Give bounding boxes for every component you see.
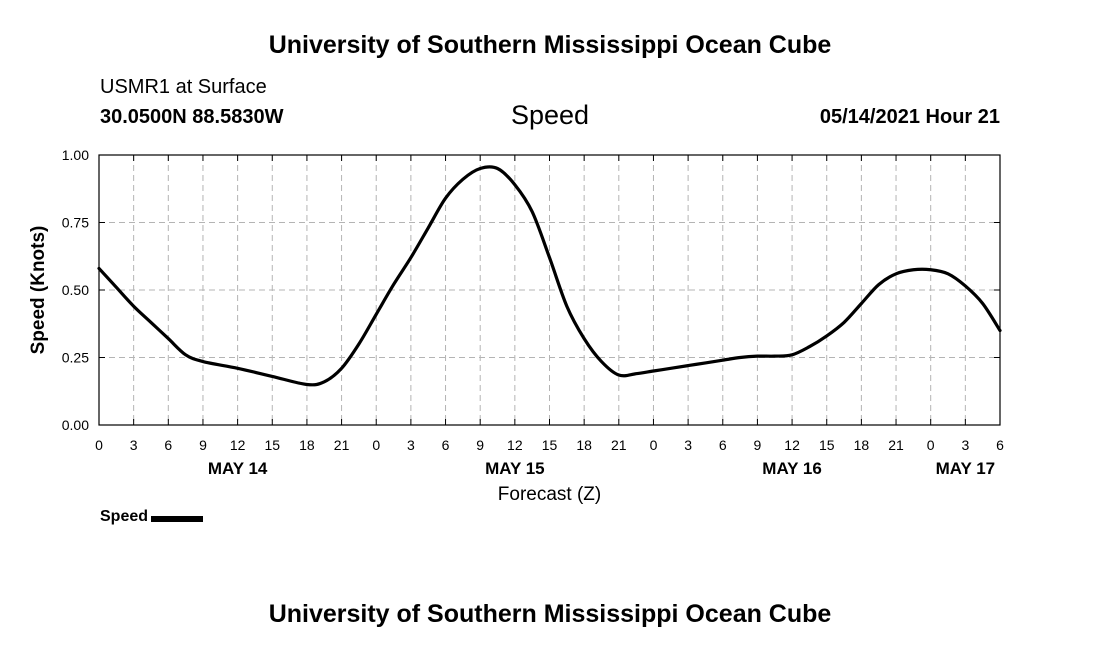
x-tick-label: 6 xyxy=(164,437,172,453)
day-label: MAY 17 xyxy=(936,459,996,478)
x-tick-label: 6 xyxy=(996,437,1004,453)
x-tick-label: 21 xyxy=(888,437,904,453)
x-tick-label: 12 xyxy=(507,437,523,453)
page-title-top: University of Southern Mississippi Ocean… xyxy=(268,31,832,59)
day-label: MAY 14 xyxy=(208,459,268,478)
x-tick-label: 18 xyxy=(299,437,315,453)
y-tick-label: 0.00 xyxy=(62,417,89,433)
x-tick-label: 9 xyxy=(754,437,762,453)
x-tick-label: 3 xyxy=(684,437,692,453)
x-tick-label: 12 xyxy=(784,437,800,453)
x-tick-label: 3 xyxy=(130,437,138,453)
day-label: MAY 16 xyxy=(762,459,822,478)
station-coordinates: 30.0500N 88.5830W xyxy=(100,106,284,128)
chart-title: Speed xyxy=(510,100,590,130)
x-tick-label: 0 xyxy=(650,437,658,453)
series-line-speed xyxy=(97,165,1002,387)
station-name: USMR1 at Surface xyxy=(100,76,267,98)
x-tick-label: 15 xyxy=(542,437,558,453)
x-tick-label: 0 xyxy=(927,437,935,453)
x-tick-label: 15 xyxy=(819,437,835,453)
x-tick-label: 12 xyxy=(230,437,246,453)
x-tick-label: 6 xyxy=(442,437,450,453)
x-tick-label: 6 xyxy=(719,437,727,453)
x-tick-label: 21 xyxy=(334,437,350,453)
legend-swatch-speed xyxy=(151,515,204,522)
x-tick-label: 15 xyxy=(264,437,280,453)
x-tick-label: 9 xyxy=(199,437,207,453)
chart-legend: Speed xyxy=(100,508,204,526)
x-axis-label: Forecast (Z) xyxy=(498,484,601,505)
x-tick-label: 9 xyxy=(476,437,484,453)
x-tick-label: 3 xyxy=(407,437,415,453)
x-tick-label: 18 xyxy=(854,437,870,453)
y-axis-label: Speed (Knots) xyxy=(28,226,49,355)
page-title-bottom: University of Southern Mississippi Ocean… xyxy=(268,600,832,628)
y-tick-label: 0.75 xyxy=(62,215,89,231)
legend-label-speed: Speed xyxy=(100,508,149,525)
forecast-timestamp: 05/14/2021 Hour 21 xyxy=(819,106,1000,128)
x-tick-label: 21 xyxy=(611,437,627,453)
x-tick-label: 0 xyxy=(372,437,380,453)
y-tick-label: 1.00 xyxy=(62,147,89,163)
x-tick-label: 0 xyxy=(95,437,103,453)
day-label: MAY 15 xyxy=(485,459,545,478)
x-tick-label: 3 xyxy=(961,437,969,453)
y-tick-label: 0.25 xyxy=(62,350,89,366)
y-tick-label: 0.50 xyxy=(62,282,89,298)
x-tick-label: 18 xyxy=(576,437,592,453)
